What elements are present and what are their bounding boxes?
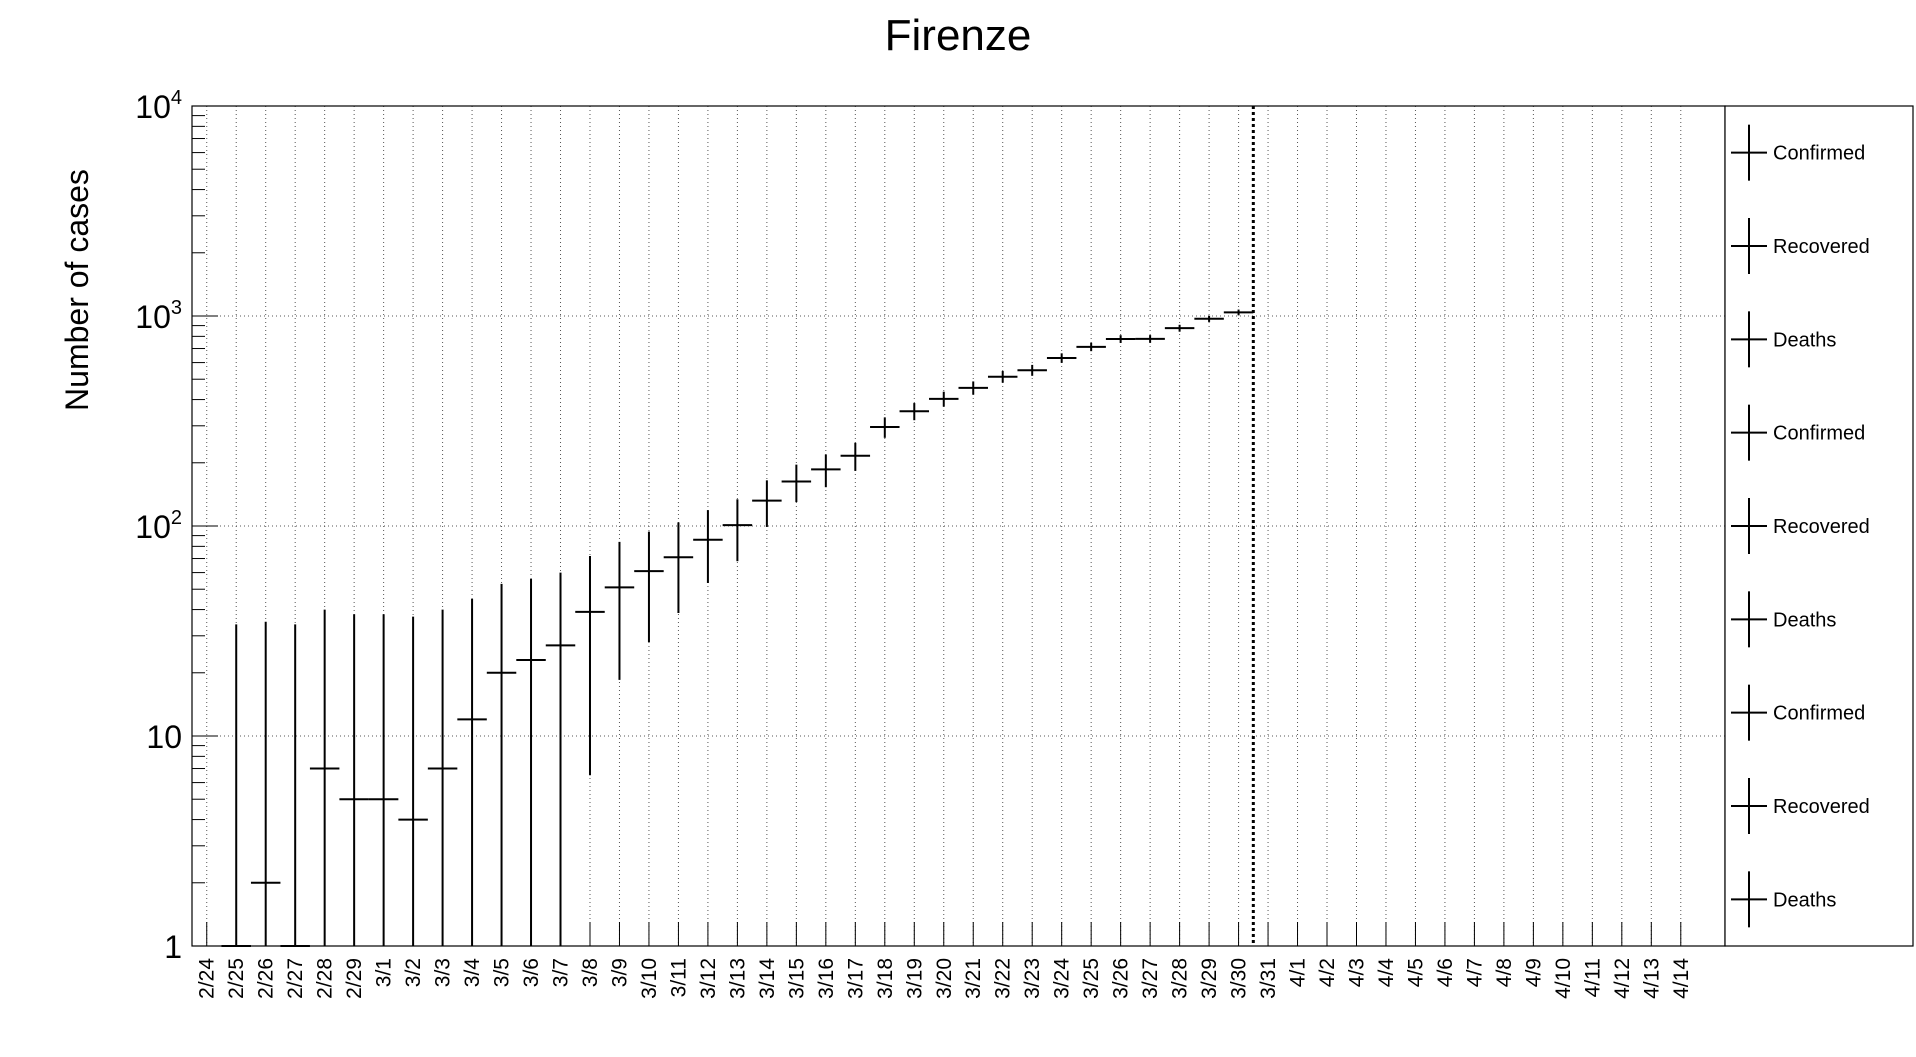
x-tick-label: 3/9	[608, 958, 631, 987]
x-tick-label: 4/11	[1581, 958, 1604, 997]
legend-label: Confirmed	[1773, 423, 1865, 445]
x-tick-label: 3/18	[874, 958, 897, 999]
x-tick-label: 4/1	[1287, 958, 1310, 987]
x-tick-label: 3/12	[697, 958, 720, 999]
y-tick-label: 102	[135, 507, 182, 545]
x-tick-label: 3/27	[1139, 958, 1162, 999]
x-tick-label: 2/26	[255, 958, 278, 999]
x-tick-label: 4/3	[1345, 958, 1368, 987]
y-tick-label: 104	[135, 87, 182, 125]
x-tick-label: 3/8	[579, 958, 602, 987]
x-tick-label: 2/28	[314, 958, 337, 999]
legend-label: Deaths	[1773, 329, 1836, 351]
x-tick-label: 4/10	[1552, 958, 1575, 999]
x-tick-label: 4/9	[1522, 958, 1545, 987]
x-tick-label: 2/24	[196, 958, 219, 999]
x-tick-label: 3/10	[638, 958, 661, 999]
chart-title: Firenze	[885, 11, 1032, 60]
x-tick-label: 4/5	[1404, 958, 1427, 987]
x-tick-label: 3/24	[1051, 958, 1074, 999]
x-tick-label: 3/13	[726, 958, 749, 999]
x-tick-label: 3/25	[1080, 958, 1103, 999]
x-tick-label: 3/22	[992, 958, 1015, 999]
x-tick-label: 3/23	[1021, 958, 1044, 999]
grid-layer	[192, 105, 1725, 947]
x-tick-label: 3/17	[844, 958, 867, 999]
x-tick-label: 3/7	[550, 958, 573, 987]
legend-label: Deaths	[1773, 609, 1836, 631]
y-tick-label: 10	[146, 719, 182, 755]
x-tick-label: 3/14	[756, 958, 779, 999]
x-tick-label: 3/5	[491, 958, 514, 987]
x-tick-label: 3/2	[402, 958, 425, 987]
x-tick-label: 3/31	[1257, 958, 1280, 999]
y-tick-label: 1	[164, 929, 182, 965]
data-layer	[221, 106, 1255, 947]
x-tick-label: 3/1	[373, 958, 396, 987]
legend-label: Confirmed	[1773, 703, 1865, 725]
x-tick-label: 4/12	[1611, 958, 1634, 999]
y-axis-label: Number of cases	[59, 169, 95, 411]
y-tick-label: 103	[135, 297, 182, 335]
x-tick-label: 4/8	[1493, 958, 1516, 987]
x-tick-label: 3/21	[962, 958, 985, 999]
x-tick-label: 3/3	[432, 958, 455, 987]
x-tick-label: 3/11	[667, 958, 690, 997]
legend-layer: Confirmed Recovered Deaths Confirmed Recover…	[1724, 105, 1914, 947]
legend-label: Recovered	[1773, 236, 1870, 258]
x-tick-label: 3/16	[815, 958, 838, 999]
x-tick-label: 4/14	[1670, 958, 1693, 999]
x-tick-label: 2/29	[343, 958, 366, 999]
x-tick-label: 2/27	[284, 958, 307, 999]
x-tick-label: 2/25	[225, 958, 248, 999]
x-tick-label: 4/4	[1375, 958, 1398, 988]
x-tick-label: 3/20	[933, 958, 956, 999]
x-tick-label: 3/6	[520, 958, 543, 987]
legend-label: Deaths	[1773, 889, 1836, 911]
x-tick-label: 3/30	[1228, 958, 1251, 999]
x-tick-label: 4/7	[1463, 958, 1486, 987]
x-tick-label: 3/4	[461, 958, 484, 988]
x-tick-label: 4/13	[1640, 958, 1663, 999]
legend-label: Recovered	[1773, 796, 1870, 818]
legend-label: Recovered	[1773, 516, 1870, 538]
x-tick-label: 4/6	[1434, 958, 1457, 987]
x-tick-label: 3/28	[1169, 958, 1192, 999]
x-tick-label: 4/2	[1316, 958, 1339, 987]
legend-label: Confirmed	[1773, 143, 1865, 165]
x-tick-label: 3/15	[785, 958, 808, 999]
x-tick-label: 3/26	[1110, 958, 1133, 999]
x-tick-label: 3/19	[903, 958, 926, 999]
x-tick-label: 3/29	[1198, 958, 1221, 999]
